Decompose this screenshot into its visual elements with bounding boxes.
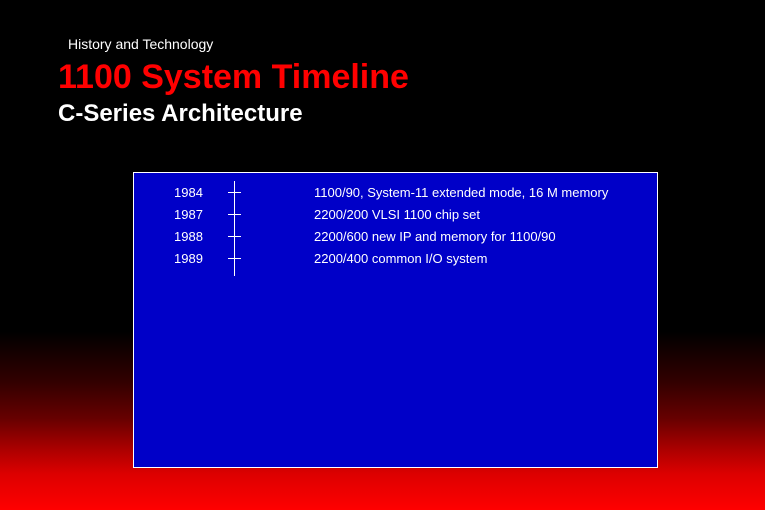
timeline-desc: 2200/400 common I/O system: [314, 251, 487, 266]
timeline-row: 1988 2200/600 new IP and memory for 1100…: [134, 225, 657, 247]
timeline-row: 1984 1100/90, System-11 extended mode, 1…: [134, 181, 657, 203]
timeline-box: 1984 1100/90, System-11 extended mode, 1…: [133, 172, 658, 468]
timeline-desc: 2200/600 new IP and memory for 1100/90: [314, 229, 556, 244]
slide-subtitle: C-Series Architecture: [58, 100, 303, 128]
timeline-tick: [228, 236, 241, 237]
timeline-year: 1988: [174, 229, 224, 244]
timeline-content: 1984 1100/90, System-11 extended mode, 1…: [134, 173, 657, 467]
slide-container: History and Technology 1100 System Timel…: [0, 0, 765, 510]
timeline-row: 1989 2200/400 common I/O system: [134, 247, 657, 269]
timeline-tick: [228, 258, 241, 259]
timeline-year: 1989: [174, 251, 224, 266]
timeline-tick: [228, 192, 241, 193]
timeline-desc: 1100/90, System-11 extended mode, 16 M m…: [314, 185, 608, 200]
timeline-year: 1987: [174, 207, 224, 222]
timeline-tick: [228, 214, 241, 215]
slide-title: 1100 System Timeline: [58, 58, 409, 97]
timeline-year: 1984: [174, 185, 224, 200]
timeline-desc: 2200/200 VLSI 1100 chip set: [314, 207, 480, 222]
section-label: History and Technology: [68, 36, 213, 52]
timeline-row: 1987 2200/200 VLSI 1100 chip set: [134, 203, 657, 225]
